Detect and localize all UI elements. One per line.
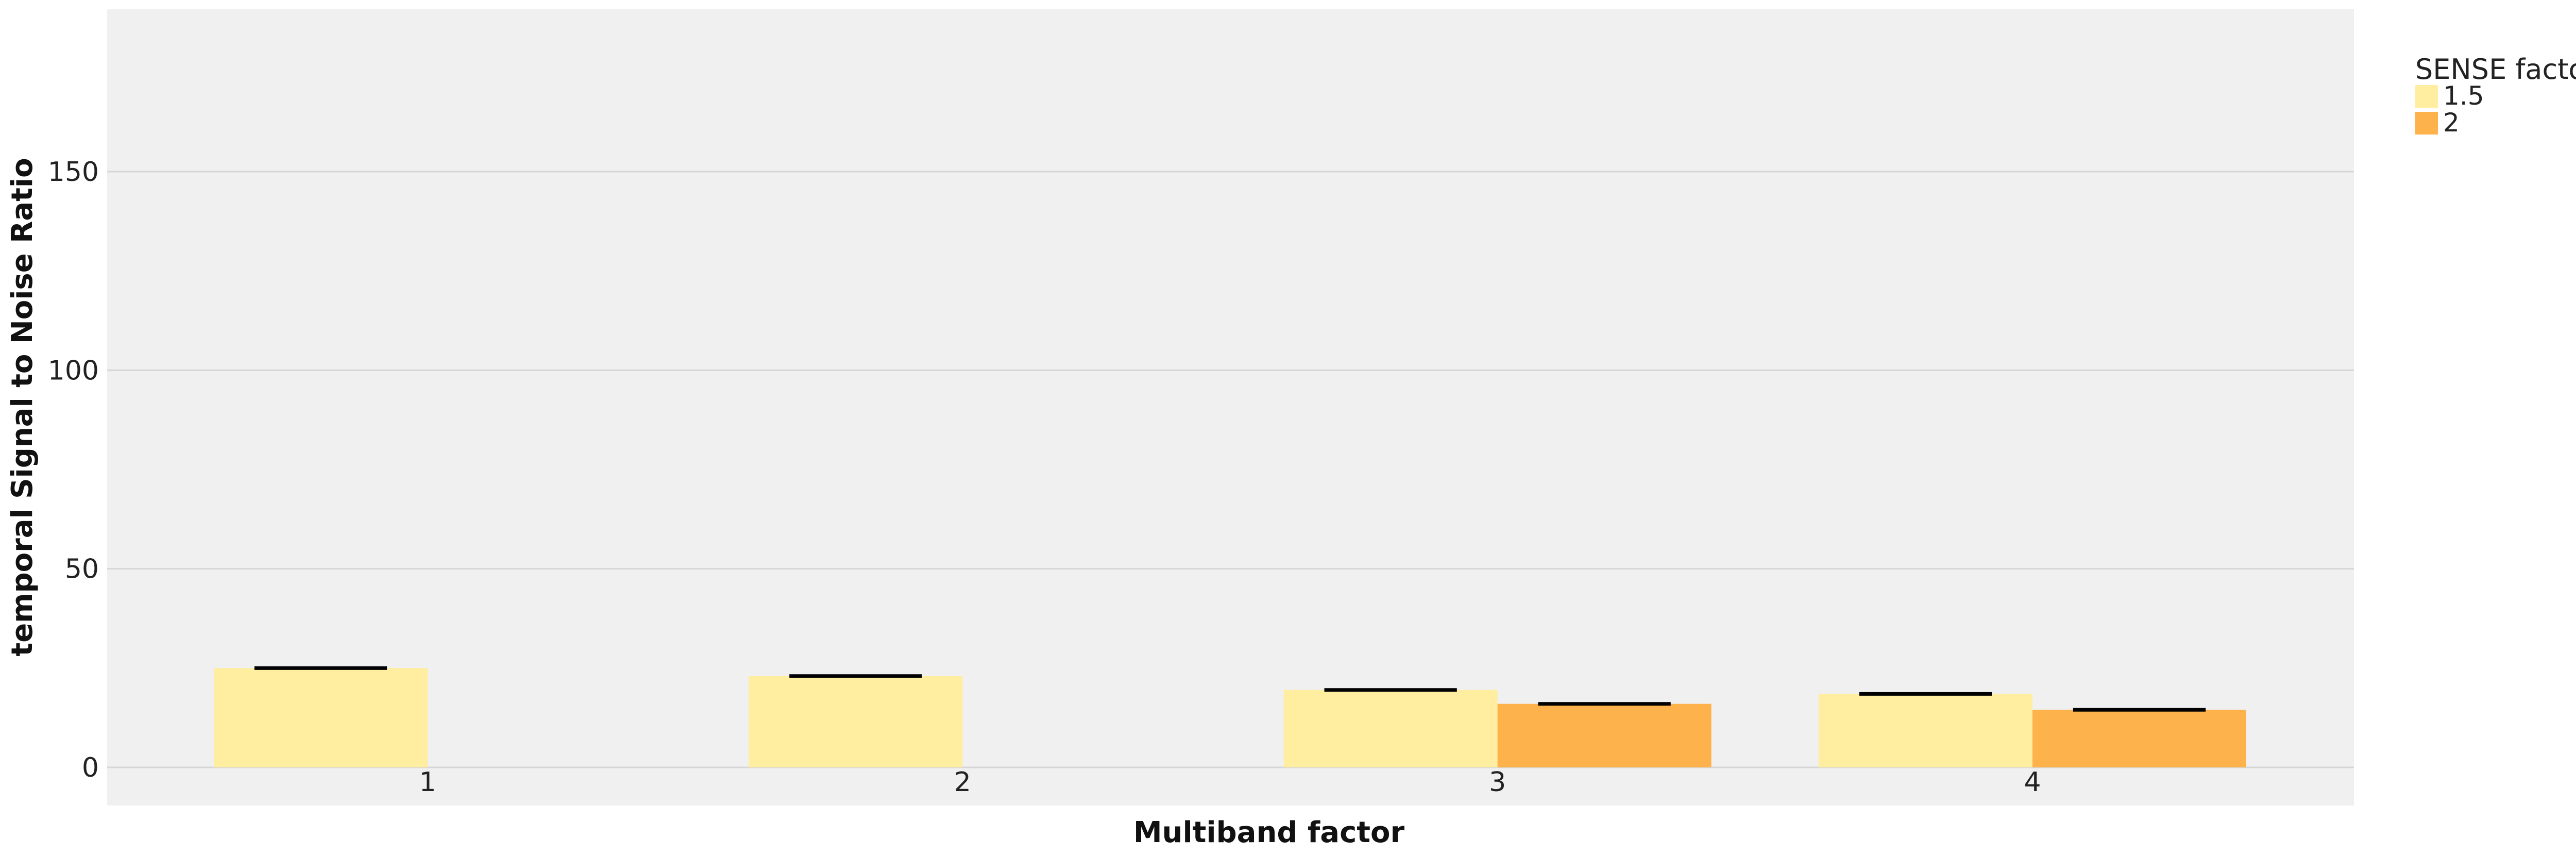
x-tick-label: 3 (1489, 767, 1506, 798)
bars (214, 668, 2246, 767)
y-tick-labels: 0 50 100 150 (48, 157, 99, 783)
x-tick-label: 4 (2024, 767, 2041, 798)
bar (1283, 690, 1498, 767)
bar (2032, 710, 2246, 767)
legend-swatch (2415, 85, 2438, 108)
x-tick-label: 2 (954, 767, 971, 798)
legend-label: 1.5 (2443, 81, 2484, 111)
y-tick-label: 0 (82, 752, 99, 783)
legend-label: 2 (2443, 108, 2460, 138)
bar (1818, 694, 2032, 767)
plot-panel (107, 9, 2354, 806)
y-axis-title: temporal Signal to Noise Ratio (6, 158, 39, 656)
legend-title: SENSE factor (2415, 53, 2576, 86)
bar (749, 676, 963, 767)
bar (214, 668, 428, 767)
x-tick-labels: 1 2 3 4 (419, 767, 2041, 798)
x-axis-title: Multiband factor (1133, 816, 1405, 849)
y-tick-label: 50 (65, 554, 99, 585)
y-tick-label: 150 (48, 157, 99, 188)
x-tick-label: 1 (419, 767, 436, 798)
legend: SENSE factor 1.52 (2415, 53, 2576, 138)
y-tick-label: 100 (48, 355, 99, 386)
bar (1497, 703, 1711, 767)
error-bars (254, 666, 2206, 712)
legend-swatch (2415, 112, 2438, 135)
